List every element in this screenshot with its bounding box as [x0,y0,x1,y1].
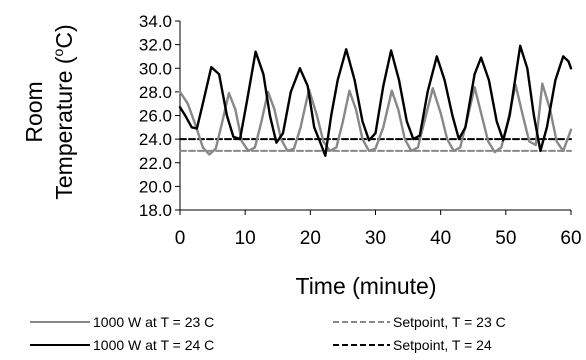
series-line-2 [178,44,573,157]
legend-label-3: Setpoint, T = 23 C [393,314,506,330]
x-axis-title: Time (minute) [296,273,437,299]
y-tick-label: 28.0 [139,83,172,102]
y-tick-label: 30.0 [139,59,172,78]
legend: 1000 W at T = 23 C 1000 W at T = 24 C Setp… [30,314,506,353]
x-tick-label: 0 [175,228,186,249]
series-lines [178,44,573,157]
y-tick-label: 22.0 [139,154,172,173]
y-tick-label: 24.0 [139,130,172,149]
y-axis-title: Room Temperature (oC) [21,24,77,199]
y-tick-label: 34.0 [139,12,172,31]
y-tick-label: 32.0 [139,36,172,55]
legend-label-1: 1000 W at T = 23 C [93,314,214,330]
axis-ticks: 18.0 20.0 22.0 24.0 26.0 28.0 30.0 32.0 34.0 0 10 2… [139,12,582,249]
x-tick-label: 40 [430,228,451,249]
x-tick-label: 50 [495,228,516,249]
legend-label-4: Setpoint, T = 24 [393,337,492,353]
axes [179,21,571,211]
y-axis-title-line1: Room [21,81,47,142]
x-tick-label: 20 [300,228,321,249]
x-tick-label: 10 [235,228,256,249]
y-axis-title-line2: Temperature (oC) [50,24,77,199]
y-tick-label: 20.0 [139,177,172,196]
x-tick-label: 60 [560,228,581,249]
y-tick-label: 26.0 [139,107,172,126]
legend-label-2: 1000 W at T = 24 C [93,337,214,353]
y-tick-label: 18.0 [139,201,172,220]
x-tick-label: 30 [365,228,386,249]
